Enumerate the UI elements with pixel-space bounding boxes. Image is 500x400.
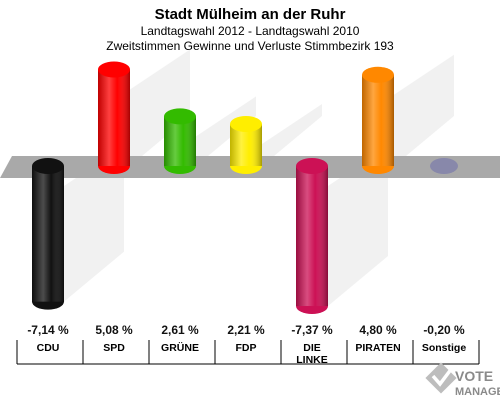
category-label: CDU	[37, 342, 60, 354]
bar-shadow	[328, 146, 388, 307]
bar-spd	[98, 61, 130, 174]
category-label: SPD	[103, 342, 125, 354]
bars	[32, 61, 458, 315]
bar-shadow	[262, 104, 322, 166]
chart-title: Stadt Mülheim an der Ruhr	[155, 6, 346, 23]
category-label: PIRATEN	[355, 342, 400, 354]
bar-shadow	[394, 54, 454, 166]
bar-cdu	[32, 158, 64, 310]
logo-line-2: MANAGER	[455, 386, 500, 398]
bar-cap	[362, 66, 394, 83]
category-label: Sonstige	[422, 342, 466, 354]
logo-line-1: VOTE	[455, 368, 493, 384]
bar-cap	[430, 158, 458, 174]
bar-shadows	[64, 49, 454, 307]
bar-die	[296, 158, 328, 315]
chart-subtitle-1: Landtagswahl 2012 - Landtagswahl 2010	[141, 24, 360, 38]
value-label: -0,20 %	[423, 323, 465, 337]
bar-shading	[98, 69, 130, 166]
bar-shading	[164, 116, 196, 166]
value-label: -7,14 %	[27, 323, 69, 337]
bar-grüne	[164, 108, 196, 174]
bar-shadow	[196, 96, 256, 166]
bar-shading	[296, 166, 328, 307]
votemanager-logo: VOTE MANAGER	[425, 362, 500, 398]
bar-shadow	[130, 49, 190, 167]
value-label: 4,80 %	[359, 323, 397, 337]
value-label: 5,08 %	[95, 323, 133, 337]
category-label: DIE	[303, 342, 321, 354]
value-label: -7,37 %	[291, 323, 333, 337]
bar-cap	[296, 158, 328, 174]
bar-cap	[164, 108, 196, 125]
bar-shading	[32, 166, 64, 302]
bar-shadow	[64, 146, 124, 302]
bar-sonstige	[430, 158, 458, 174]
category-label: FDP	[236, 342, 257, 354]
bar-cap	[98, 61, 130, 78]
chart-subtitle-2: Zweitstimmen Gewinne und Verluste Stimmb…	[106, 39, 394, 53]
value-labels: -7,14 % 5,08 % 2,61 % 2,21 % -7,37 % 4,80 % -0…	[27, 323, 465, 337]
bar-piraten	[362, 66, 394, 174]
logo-check-icon	[425, 362, 457, 394]
bar-shading	[362, 74, 394, 166]
value-label: 2,61 %	[161, 323, 199, 337]
category-label-line-2: LINKE	[296, 354, 328, 366]
bar-cap	[32, 158, 64, 174]
category-label: GRÜNE	[161, 341, 199, 354]
bar-cap	[230, 116, 262, 133]
bar-fdp	[230, 116, 262, 174]
value-label: 2,21 %	[227, 323, 265, 337]
